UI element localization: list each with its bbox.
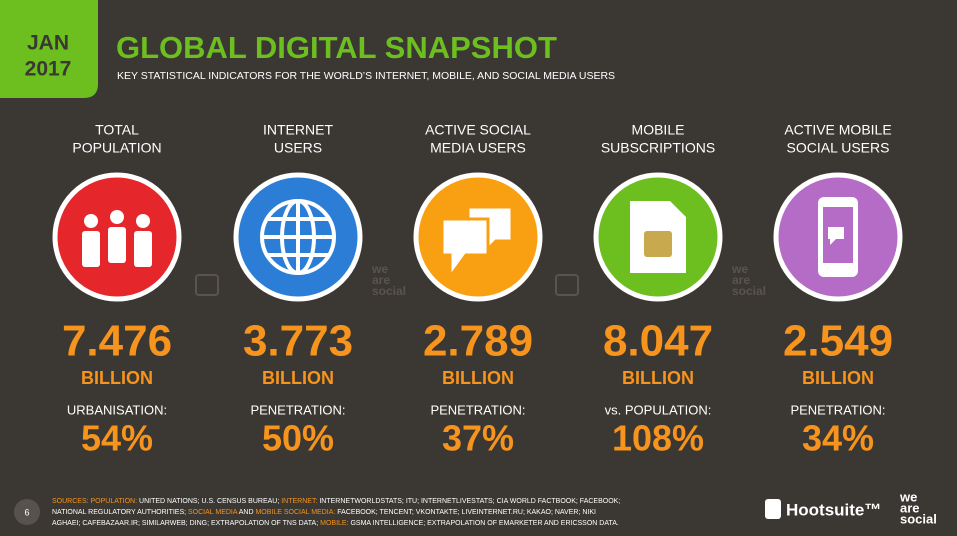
icon	[82, 210, 152, 267]
sources-segment: INTERNET:	[281, 498, 317, 505]
subtitle: KEY STATISTICAL INDICATORS FOR THE WORLD…	[117, 70, 615, 82]
page-circle	[14, 499, 40, 525]
badge-year: 2017	[25, 58, 72, 81]
sources-segment: SOCIAL MEDIA	[188, 509, 238, 516]
sources-segment: SOURCES: POPULATION:	[52, 498, 137, 505]
column-label: SUBSCRIPTIONS	[601, 140, 715, 156]
percent: 50%	[262, 418, 334, 459]
icon	[440, 205, 514, 282]
icon-part	[108, 227, 126, 263]
big-number: 3.773	[243, 317, 353, 366]
icon-part	[440, 217, 490, 282]
big-number: 2.549	[783, 317, 893, 366]
watermark-owl	[555, 274, 579, 296]
icon	[260, 199, 336, 275]
percent: 37%	[442, 418, 514, 459]
unit: BILLION	[442, 368, 514, 388]
sources-line: SOURCES: POPULATION: UNITED NATIONS; U.S…	[52, 498, 620, 505]
sources-line: AGHAEI; CAFEBAZAAR.IR; SIMILARWEB; DING;…	[52, 520, 619, 527]
column-label: INTERNET	[263, 122, 333, 138]
icon-part	[828, 227, 844, 245]
watermark: we	[371, 262, 388, 276]
big-number: 2.789	[423, 317, 533, 366]
sources-segment: INTERNETWORLDSTATS; ITU; INTERNETLIVESTA…	[317, 498, 620, 505]
sources-segment: GSMA INTELLIGENCE; EXTRAPOLATION OF EMAR…	[349, 520, 619, 527]
sources-segment: MOBILE:	[320, 520, 348, 527]
page-number: 6	[24, 507, 29, 517]
sources-line: NATIONAL REGULATORY AUTHORITIES; SOCIAL …	[52, 509, 596, 516]
unit: BILLION	[622, 368, 694, 388]
watermark: social	[732, 284, 766, 298]
column-label: SOCIAL USERS	[787, 140, 890, 156]
percent: 54%	[81, 418, 153, 459]
sources-segment: NATIONAL REGULATORY AUTHORITIES;	[52, 509, 188, 516]
sub-label: PENETRATION:	[790, 402, 885, 417]
icon-part	[110, 210, 124, 224]
unit: BILLION	[262, 368, 334, 388]
watermark: we	[731, 262, 748, 276]
watermark: are	[732, 273, 750, 287]
big-number: 7.476	[62, 317, 172, 366]
badge-month: JAN	[27, 32, 69, 55]
icon-part	[134, 231, 152, 267]
sources-segment: AND	[237, 509, 255, 516]
column-label: POPULATION	[72, 140, 161, 156]
icon	[818, 197, 858, 277]
icon-part	[136, 214, 150, 228]
column-label: ACTIVE MOBILE	[784, 122, 891, 138]
sources-segment: MOBILE SOCIAL MEDIA:	[255, 509, 335, 516]
sources-segment: AGHAEI; CAFEBAZAAR.IR; SIMILARWEB; DING;…	[52, 520, 320, 527]
column-label: USERS	[274, 140, 322, 156]
unit: BILLION	[81, 368, 153, 388]
icon-part	[82, 231, 100, 267]
we-are-social-logo: are	[900, 500, 920, 515]
icon-part	[644, 231, 672, 257]
sub-label: URBANISATION:	[67, 402, 167, 417]
we-are-social-logo: we	[899, 489, 917, 504]
icon	[630, 201, 686, 273]
hootsuite-logo: Hootsuite™	[786, 500, 881, 519]
percent: 34%	[802, 418, 874, 459]
column-label: ACTIVE SOCIAL	[425, 122, 531, 138]
title: GLOBAL DIGITAL SNAPSHOT	[116, 30, 557, 65]
column-label: MEDIA USERS	[430, 140, 526, 156]
sub-label: vs. POPULATION:	[605, 402, 712, 417]
date-badge	[0, 0, 98, 98]
big-number: 8.047	[603, 317, 713, 366]
column-label: MOBILE	[632, 122, 685, 138]
unit: BILLION	[802, 368, 874, 388]
hootsuite-icon	[765, 499, 781, 519]
watermark: social	[372, 284, 406, 298]
column-label: TOTAL	[95, 122, 139, 138]
we-are-social-logo: social	[900, 511, 937, 526]
watermark: are	[372, 273, 390, 287]
watermark-owl	[195, 274, 219, 296]
icon-part	[84, 214, 98, 228]
sub-label: PENETRATION:	[430, 402, 525, 417]
sub-label: PENETRATION:	[250, 402, 345, 417]
sources-segment: UNITED NATIONS; U.S. CENSUS BUREAU;	[137, 498, 281, 505]
sources-segment: FACEBOOK; TENCENT; VKONTAKTE; LIVEINTERN…	[335, 509, 596, 516]
percent: 108%	[612, 418, 704, 459]
